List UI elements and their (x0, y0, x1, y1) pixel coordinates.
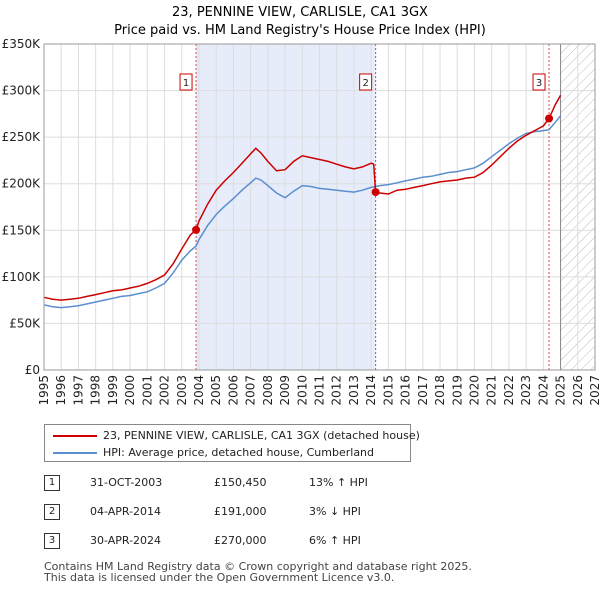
x-tick-label: 2016 (399, 375, 413, 406)
x-tick-label: 2020 (467, 375, 481, 406)
legend-label-hpi: HPI: Average price, detached house, Cumb… (103, 446, 375, 459)
sale-date: 31-OCT-2003 (90, 476, 163, 489)
legend-swatch-property (53, 435, 97, 437)
y-tick-label: £250K (2, 130, 42, 144)
sale-hpi-change: 6% ↑ HPI (309, 534, 361, 547)
footer-line-2: This data is licensed under the Open Gov… (44, 571, 395, 584)
x-tick-label: 2002 (158, 375, 172, 406)
sale-point (545, 114, 554, 123)
x-tick-label: 1995 (37, 375, 51, 406)
chart-title: 23, PENNINE VIEW, CARLISLE, CA1 3GX (172, 5, 428, 20)
chart-subtitle: Price paid vs. HM Land Registry's House … (114, 23, 486, 38)
sale-price: £150,450 (214, 476, 267, 489)
sale-point (371, 188, 380, 197)
x-tick-label: 2017 (416, 375, 430, 406)
x-tick-label: 2007 (244, 375, 258, 406)
sale-label-number: 3 (536, 78, 542, 89)
sale-number-badge: 1 (44, 475, 60, 491)
sale-label-box (359, 73, 373, 91)
y-tick-label: £350K (2, 37, 42, 51)
x-tick-label: 2013 (347, 375, 361, 406)
price-chart: 23, PENNINE VIEW, CARLISLE, CA1 3GX Pric… (2, 5, 600, 406)
sale-price: £191,000 (214, 505, 267, 518)
price-paid-line (43, 94, 562, 301)
sale-price: £270,000 (214, 534, 267, 547)
y-tick-label: £50K (9, 316, 41, 330)
footer-line-1: Contains HM Land Registry data © Crown c… (44, 560, 472, 573)
hpi-line (43, 115, 562, 309)
x-tick-label: 2022 (502, 375, 516, 406)
sale-label-box (532, 73, 546, 91)
x-tick-label: 2009 (278, 375, 292, 406)
x-tick-label: 2021 (485, 375, 499, 406)
x-tick-label: 2012 (330, 375, 344, 406)
x-tick-label: 2011 (313, 375, 327, 406)
y-tick-label: £0 (25, 363, 40, 377)
x-tick-label: 2026 (571, 375, 585, 406)
x-tick-label: 2027 (588, 375, 600, 406)
x-tick-label: 2000 (123, 375, 137, 406)
y-tick-label: £150K (2, 223, 42, 237)
x-tick-label: 2024 (536, 375, 550, 406)
footer-attribution: Contains HM Land Registry data © Crown c… (44, 561, 472, 583)
sale-hpi-change: 13% ↑ HPI (309, 476, 368, 489)
legend-label-property: 23, PENNINE VIEW, CARLISLE, CA1 3GX (det… (103, 429, 420, 442)
plot-frame (43, 43, 596, 371)
x-tick-label: 1999 (106, 375, 120, 406)
x-tick-label: 2015 (381, 375, 395, 406)
y-tick-label: £100K (2, 270, 42, 284)
x-tick-label: 2004 (192, 375, 206, 406)
sale-row: 2 04-APR-2014 £191,000 3% ↓ HPI (44, 499, 464, 528)
x-tick-label: 2025 (554, 375, 568, 406)
sale-label-number: 1 (183, 78, 189, 89)
sale-row: 1 31-OCT-2003 £150,450 13% ↑ HPI (44, 470, 464, 499)
y-tick-label: £200K (2, 177, 42, 191)
sale-point (192, 225, 201, 234)
sale-hpi-change: 3% ↓ HPI (309, 505, 361, 518)
x-tick-label: 2010 (295, 375, 309, 406)
x-tick-label: 2005 (209, 375, 223, 406)
sale-date: 30-APR-2024 (90, 534, 162, 547)
legend-swatch-hpi (53, 452, 97, 454)
x-tick-label: 2014 (364, 375, 378, 406)
y-tick-label: £300K (2, 84, 42, 98)
x-tick-label: 2006 (226, 375, 240, 406)
x-tick-label: 1997 (71, 375, 85, 406)
sale-label-number: 2 (362, 78, 368, 89)
sale-number-badge: 2 (44, 504, 60, 520)
x-tick-label: 1996 (54, 375, 68, 406)
x-tick-label: 2001 (140, 375, 154, 406)
sales-table: 1 31-OCT-2003 £150,450 13% ↑ HPI 2 04-AP… (44, 470, 464, 557)
sale-number-badge: 3 (44, 533, 60, 549)
sale-date: 04-APR-2014 (90, 505, 162, 518)
sale-label-box (179, 73, 193, 91)
ownership-shaded-region (196, 44, 376, 370)
x-tick-label: 2008 (261, 375, 275, 406)
x-tick-label: 1998 (89, 375, 103, 406)
legend: 23, PENNINE VIEW, CARLISLE, CA1 3GX (det… (44, 424, 420, 462)
x-tick-label: 2018 (433, 375, 447, 406)
x-tick-label: 2023 (519, 375, 533, 406)
sale-row: 3 30-APR-2024 £270,000 6% ↑ HPI (44, 528, 464, 557)
x-tick-label: 2003 (175, 375, 189, 406)
x-tick-label: 2019 (450, 375, 464, 406)
